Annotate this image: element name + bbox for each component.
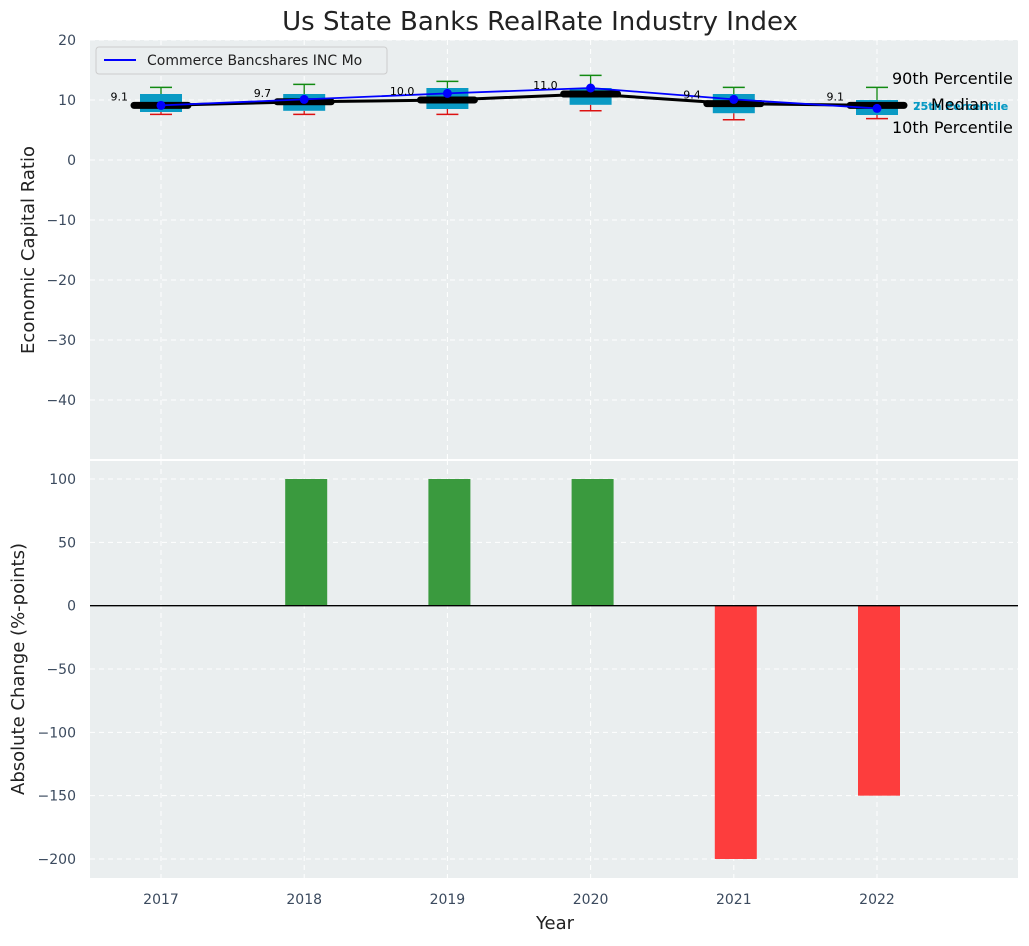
median-value-label: 9.7 — [254, 87, 272, 100]
top-y-tick-label: −10 — [46, 213, 76, 229]
company-polyline — [160, 87, 878, 110]
x-tick-label: 2019 — [430, 892, 466, 908]
bottom-y-tick-label: 100 — [49, 472, 76, 488]
bottom-y-tick-label: −200 — [38, 852, 76, 868]
x-tick-label: 2022 — [859, 892, 895, 908]
change-bar — [285, 479, 328, 606]
median-value-label: 10.0 — [390, 85, 415, 98]
x-tick-label: 2020 — [573, 892, 609, 908]
x-tick-label: 2021 — [716, 892, 752, 908]
x-tick-label: 2018 — [286, 892, 322, 908]
median-value-label: 9.1 — [111, 90, 129, 103]
company-point — [872, 103, 882, 113]
change-bar — [714, 605, 757, 859]
change-bar — [571, 479, 614, 606]
legend[interactable]: Commerce Bancshares INC Mo — [95, 46, 388, 75]
bottom-y-tick-label: −100 — [38, 725, 76, 741]
bottom-y-tick-label: 50 — [58, 535, 76, 551]
median-value-label: 11.0 — [533, 79, 558, 92]
p75-annotation: 75th Percentile — [913, 100, 1008, 113]
top-y-tick-label: 0 — [67, 153, 76, 169]
bottom-gridlines — [90, 460, 1018, 878]
median-value-label: 9.4 — [683, 89, 701, 102]
change-bars — [285, 479, 900, 859]
p90-annotation: 90th Percentile — [892, 69, 1013, 88]
p10-annotation: 10th Percentile — [892, 118, 1013, 137]
legend-entry-label: Commerce Bancshares INC Mo — [147, 53, 362, 69]
company-line — [156, 83, 882, 113]
x-tick-labels: 2017 2018 2019 2020 2021 2022 — [143, 892, 895, 908]
median-value-label: 9.1 — [827, 90, 845, 103]
bottom-y-tick-label: 0 — [67, 599, 76, 615]
company-point — [299, 94, 309, 104]
chart-title: Us State Banks RealRate Industry Index — [282, 7, 798, 37]
company-point — [156, 100, 166, 110]
change-bar — [428, 479, 471, 606]
x-axis-label: Year — [535, 913, 575, 934]
legend-box — [95, 46, 388, 75]
bottom-y-tick-label: −50 — [46, 662, 76, 678]
company-point — [729, 94, 739, 104]
top-y-tick-label: 20 — [58, 33, 76, 49]
company-point — [442, 88, 452, 98]
x-tick-label: 2017 — [143, 892, 179, 908]
top-y-tick-label: 10 — [58, 93, 76, 109]
bottom-y-tick-label: −150 — [38, 789, 76, 805]
top-y-ticks: 20 10 0 −10 −20 −30 −40 — [46, 33, 76, 409]
median-annotation: Median — [931, 95, 989, 114]
p25-annotation: 25th Percentile — [913, 100, 1008, 113]
median-value-labels: 9.1 9.7 10.0 11.0 9.4 9.1 — [111, 79, 845, 103]
top-y-axis-label: Economic Capital Ratio — [18, 146, 39, 354]
top-y-tick-label: −20 — [46, 273, 76, 289]
top-y-tick-label: −40 — [46, 393, 76, 409]
top-gridlines — [90, 39, 1018, 460]
top-y-tick-label: −30 — [46, 333, 76, 349]
change-bar — [858, 605, 900, 796]
bottom-y-ticks: 100 50 0 −50 −100 −150 −200 — [38, 472, 76, 868]
company-point — [586, 83, 596, 93]
bottom-y-axis-label: Absolute Change (%-points) — [8, 543, 29, 795]
